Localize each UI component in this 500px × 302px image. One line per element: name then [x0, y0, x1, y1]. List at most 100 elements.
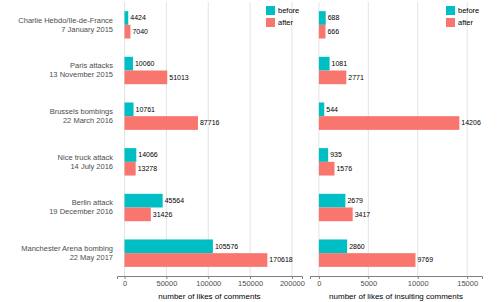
tick: 50000 — [156, 276, 177, 288]
tick: 10000 — [408, 276, 429, 288]
bar — [125, 239, 213, 253]
tick-label: 0 — [317, 279, 321, 288]
data-label: 10761 — [136, 106, 156, 113]
category-label: Brussels bombings22 March 2016 — [50, 107, 114, 125]
tick-label: 10000 — [408, 279, 429, 288]
bar — [125, 253, 268, 267]
data-label: 13278 — [138, 165, 158, 172]
legend-key — [266, 18, 275, 27]
tick: 200000 — [280, 276, 305, 288]
legend-label: before — [458, 6, 479, 15]
chart: 4424100601076114066455641055767040510138… — [0, 0, 500, 302]
tick-label: 50000 — [156, 279, 177, 288]
tick-label: 0 — [123, 279, 127, 288]
category-label: Manchester Arena bombing22 May 2017 — [21, 244, 113, 262]
data-labels: 6881081544935267928606662771142061576341… — [326, 14, 481, 263]
grid-line — [124, 2, 125, 276]
data-label: 14206 — [461, 119, 481, 126]
data-label: 666 — [327, 28, 339, 35]
data-label: 1576 — [336, 165, 352, 172]
category-label: Nice truck attack14 July 2016 — [58, 153, 114, 171]
data-label: 51013 — [169, 74, 189, 81]
category-label-line: 7 January 2015 — [61, 25, 113, 34]
x-axis: 0 50000 100000 150000 200000 — [118, 276, 305, 288]
legend-key — [266, 6, 275, 15]
data-label: 170618 — [269, 256, 292, 263]
legend: before after — [266, 6, 299, 27]
bar — [319, 239, 347, 253]
x-axis: 0 5000 10000 15000 — [311, 276, 483, 288]
tick: 150000 — [238, 276, 263, 288]
bar — [125, 71, 168, 85]
bar — [319, 57, 330, 71]
tick-label: 200000 — [280, 279, 305, 288]
bar — [125, 148, 137, 162]
tick: 5000 — [360, 276, 377, 288]
category-label-line: Nice truck attack — [58, 153, 114, 162]
category-label-line: Manchester Arena bombing — [21, 244, 113, 253]
category-label: Charlie Hebdo/Ile-de-France7 January 201… — [18, 16, 113, 34]
data-label: 31426 — [153, 211, 173, 218]
tick-label: 15000 — [457, 279, 478, 288]
grid-line — [291, 2, 292, 276]
grid-line — [208, 2, 209, 276]
axis-title: number of likes of comments — [158, 292, 260, 301]
bar — [319, 208, 353, 222]
data-label: 688 — [328, 14, 340, 21]
grid — [125, 2, 292, 276]
category-label-line: Charlie Hebdo/Ile-de-France — [18, 16, 113, 25]
bar — [125, 102, 134, 116]
bars — [319, 11, 459, 267]
data-label: 87716 — [200, 119, 220, 126]
bar — [319, 25, 326, 39]
data-labels: 4424100601076114066455641055767040510138… — [130, 14, 293, 263]
tick-label: 150000 — [238, 279, 263, 288]
legend-label: before — [278, 6, 299, 15]
data-label: 1081 — [332, 60, 348, 67]
axis-title: number of likes of insulting comments — [329, 292, 463, 301]
bar — [319, 194, 345, 208]
category-label-line: 22 March 2016 — [63, 116, 113, 125]
category-label: Berlin attack19 December 2016 — [49, 198, 113, 216]
bar — [125, 11, 129, 25]
data-label: 4424 — [130, 14, 146, 21]
bars — [125, 11, 268, 267]
data-label: 45564 — [165, 197, 185, 204]
legend-label: after — [278, 18, 294, 27]
legend-label: after — [458, 18, 474, 27]
bar — [319, 162, 335, 176]
tick: 100000 — [196, 276, 221, 288]
data-label: 7040 — [132, 28, 148, 35]
bar — [125, 162, 136, 176]
y-axis: Charlie Hebdo/Ile-de-France7 January 201… — [18, 16, 113, 262]
category-label-line: 22 May 2017 — [70, 253, 113, 262]
tick: Berlin attack19 December 2016 — [49, 198, 113, 216]
tick: Brussels bombings22 March 2016 — [50, 107, 114, 125]
grid — [319, 2, 467, 276]
grid-line — [467, 2, 468, 276]
tick: 15000 — [457, 276, 478, 288]
tick: 0 — [123, 276, 127, 288]
bar — [125, 116, 198, 130]
bar — [319, 102, 324, 116]
data-label: 9769 — [417, 256, 433, 263]
tick: Charlie Hebdo/Ile-de-France7 January 201… — [18, 16, 113, 34]
data-label: 544 — [326, 106, 338, 113]
legend-key — [446, 6, 455, 15]
legend: before after — [446, 6, 479, 27]
category-label-line: 14 July 2016 — [70, 162, 113, 171]
grid-line — [250, 2, 251, 276]
bar — [319, 116, 459, 130]
panel: 6881081544935267928606662771142061576341… — [311, 2, 483, 301]
tick-label: 5000 — [360, 279, 377, 288]
tick: 0 — [317, 276, 321, 288]
bar — [125, 57, 133, 71]
legend-key — [446, 18, 455, 27]
tick: Manchester Arena bombing22 May 2017 — [21, 244, 113, 262]
bar — [125, 208, 151, 222]
data-label: 3417 — [355, 211, 371, 218]
bar — [125, 194, 163, 208]
bar — [319, 71, 346, 85]
data-label: 105576 — [215, 243, 238, 250]
category-label-line: 13 November 2015 — [49, 70, 113, 79]
